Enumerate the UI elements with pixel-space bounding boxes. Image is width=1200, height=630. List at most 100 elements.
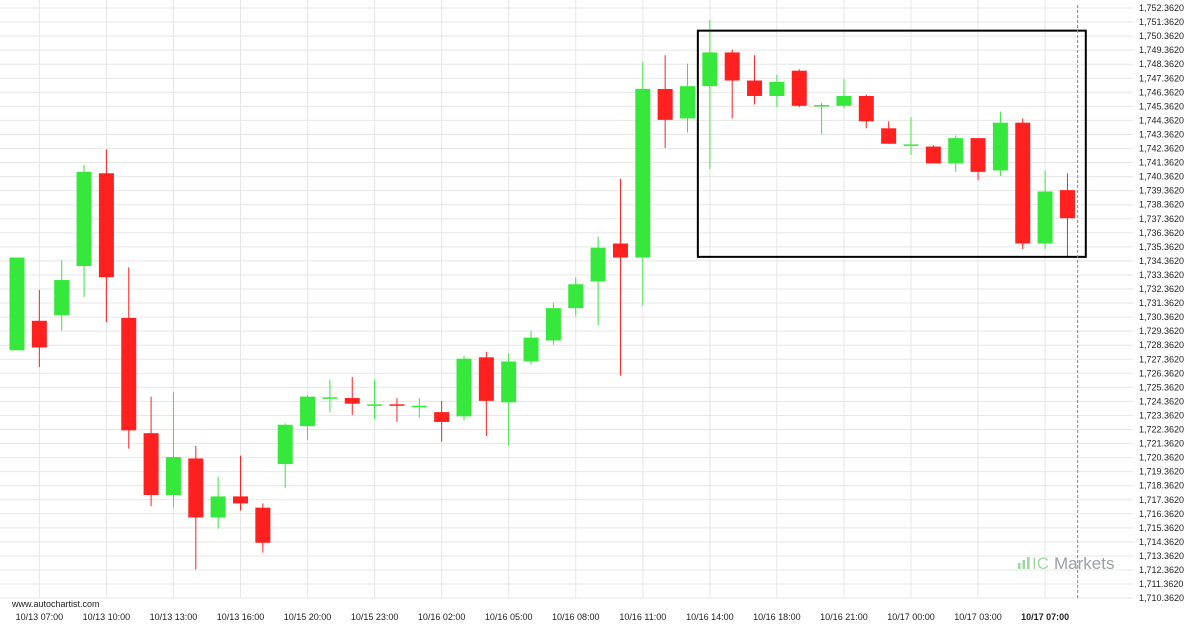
candle-body [680, 86, 695, 119]
candle [545, 302, 561, 345]
candle [724, 49, 740, 119]
candle-body [478, 357, 494, 401]
x-tick-label: 10/13 07:00 [16, 612, 64, 622]
x-tick-label: 10/17 00:00 [887, 612, 935, 622]
candle [970, 138, 986, 181]
brand-name: Markets [1054, 554, 1114, 573]
candle [836, 79, 852, 109]
y-tick-label: 1,746.3620 [1139, 87, 1184, 97]
x-tick-label: 10/16 05:00 [485, 612, 533, 622]
candle-body [747, 80, 763, 96]
candle [590, 236, 606, 325]
candle [1037, 170, 1053, 250]
y-tick-label: 1,720.3620 [1139, 453, 1184, 463]
candle-body [590, 247, 606, 282]
candle [255, 503, 271, 553]
candle-body [702, 52, 718, 87]
candle [367, 379, 383, 420]
candle-body [277, 424, 293, 465]
y-tick-label: 1,714.3620 [1139, 537, 1184, 547]
y-tick-label: 1,752.3620 [1139, 3, 1184, 13]
y-tick-label: 1,721.3620 [1139, 439, 1184, 449]
y-tick-label: 1,723.3620 [1139, 410, 1184, 420]
candle [791, 69, 807, 108]
candle [881, 121, 897, 144]
candle [188, 445, 204, 570]
candle [948, 135, 964, 172]
y-tick-label: 1,734.3620 [1139, 256, 1184, 266]
candle-body [769, 81, 785, 96]
x-tick-label: 10/16 11:00 [619, 612, 666, 622]
candle-body [836, 95, 852, 106]
candle-body [1015, 122, 1031, 244]
candle [1059, 173, 1075, 257]
candle-body [367, 404, 383, 406]
y-tick-label: 1,739.3620 [1139, 186, 1184, 196]
candle-body [791, 70, 807, 106]
candle-body [881, 128, 897, 144]
candle-body [657, 88, 673, 120]
x-tick-label: 10/13 16:00 [217, 612, 265, 622]
x-tick-label: 10/17 03:00 [954, 612, 1002, 622]
y-tick-label: 1,716.3620 [1139, 509, 1184, 519]
grid-lines [0, 0, 1133, 599]
y-tick-label: 1,738.3620 [1139, 200, 1184, 210]
source-label[interactable]: www.autochartist.com [11, 599, 100, 609]
y-tick-label: 1,736.3620 [1139, 228, 1184, 238]
candle-body [1037, 191, 1053, 244]
candle-body [501, 361, 517, 403]
candle [858, 94, 874, 129]
y-tick-label: 1,748.3620 [1139, 59, 1184, 69]
candles [9, 20, 1075, 570]
candle-body [344, 398, 360, 404]
candle [925, 145, 941, 164]
candle [143, 396, 159, 507]
x-tick-label: 10/15 23:00 [351, 612, 399, 622]
y-tick-label: 1,719.3620 [1139, 467, 1184, 477]
candle-body [322, 397, 338, 399]
x-tick-label: 10/16 02:00 [418, 612, 466, 622]
y-tick-label: 1,713.3620 [1139, 551, 1184, 561]
candle [434, 400, 450, 442]
y-tick-label: 1,722.3620 [1139, 425, 1184, 435]
x-tick-label: 10/16 21:00 [820, 612, 868, 622]
overlays [696, 5, 1087, 598]
brand-bar-icon [1027, 557, 1030, 569]
candle-body [568, 284, 584, 309]
candle [322, 379, 338, 413]
candle-body [31, 320, 47, 348]
y-tick-label: 1,750.3620 [1139, 31, 1184, 41]
y-tick-label: 1,726.3620 [1139, 368, 1184, 378]
candle-body [903, 144, 919, 146]
candle [523, 330, 539, 365]
brand-logo: IC Markets [1018, 554, 1114, 573]
candle-body [1059, 190, 1075, 219]
y-tick-label: 1,737.3620 [1139, 214, 1184, 224]
y-tick-label: 1,711.3620 [1139, 579, 1183, 589]
y-tick-label: 1,733.3620 [1139, 270, 1184, 280]
y-tick-label: 1,735.3620 [1139, 242, 1184, 252]
candle-body [233, 496, 248, 504]
candle [903, 117, 919, 155]
x-tick-label: 10/16 14:00 [686, 612, 734, 622]
y-tick-label: 1,741.3620 [1139, 158, 1184, 168]
y-tick-label: 1,728.3620 [1139, 340, 1184, 350]
candle [210, 476, 226, 529]
candle-body [434, 412, 450, 422]
candle [680, 63, 695, 133]
candle [98, 149, 114, 323]
candle-body [635, 88, 651, 258]
candle [121, 267, 137, 449]
candle [9, 257, 25, 351]
y-tick-label: 1,710.3620 [1139, 593, 1184, 603]
candle-body [188, 458, 204, 518]
y-tick-label: 1,732.3620 [1139, 284, 1184, 294]
y-tick-label: 1,744.3620 [1139, 115, 1184, 125]
candle [478, 351, 494, 436]
x-axis: 10/13 07:00 10/13 10:00 10/13 13:00 10/13 1… [16, 612, 1070, 622]
y-tick-label: 1,740.3620 [1139, 172, 1184, 182]
y-tick-label: 1,730.3620 [1139, 312, 1184, 322]
candle-body [724, 52, 740, 81]
candle [233, 455, 248, 511]
